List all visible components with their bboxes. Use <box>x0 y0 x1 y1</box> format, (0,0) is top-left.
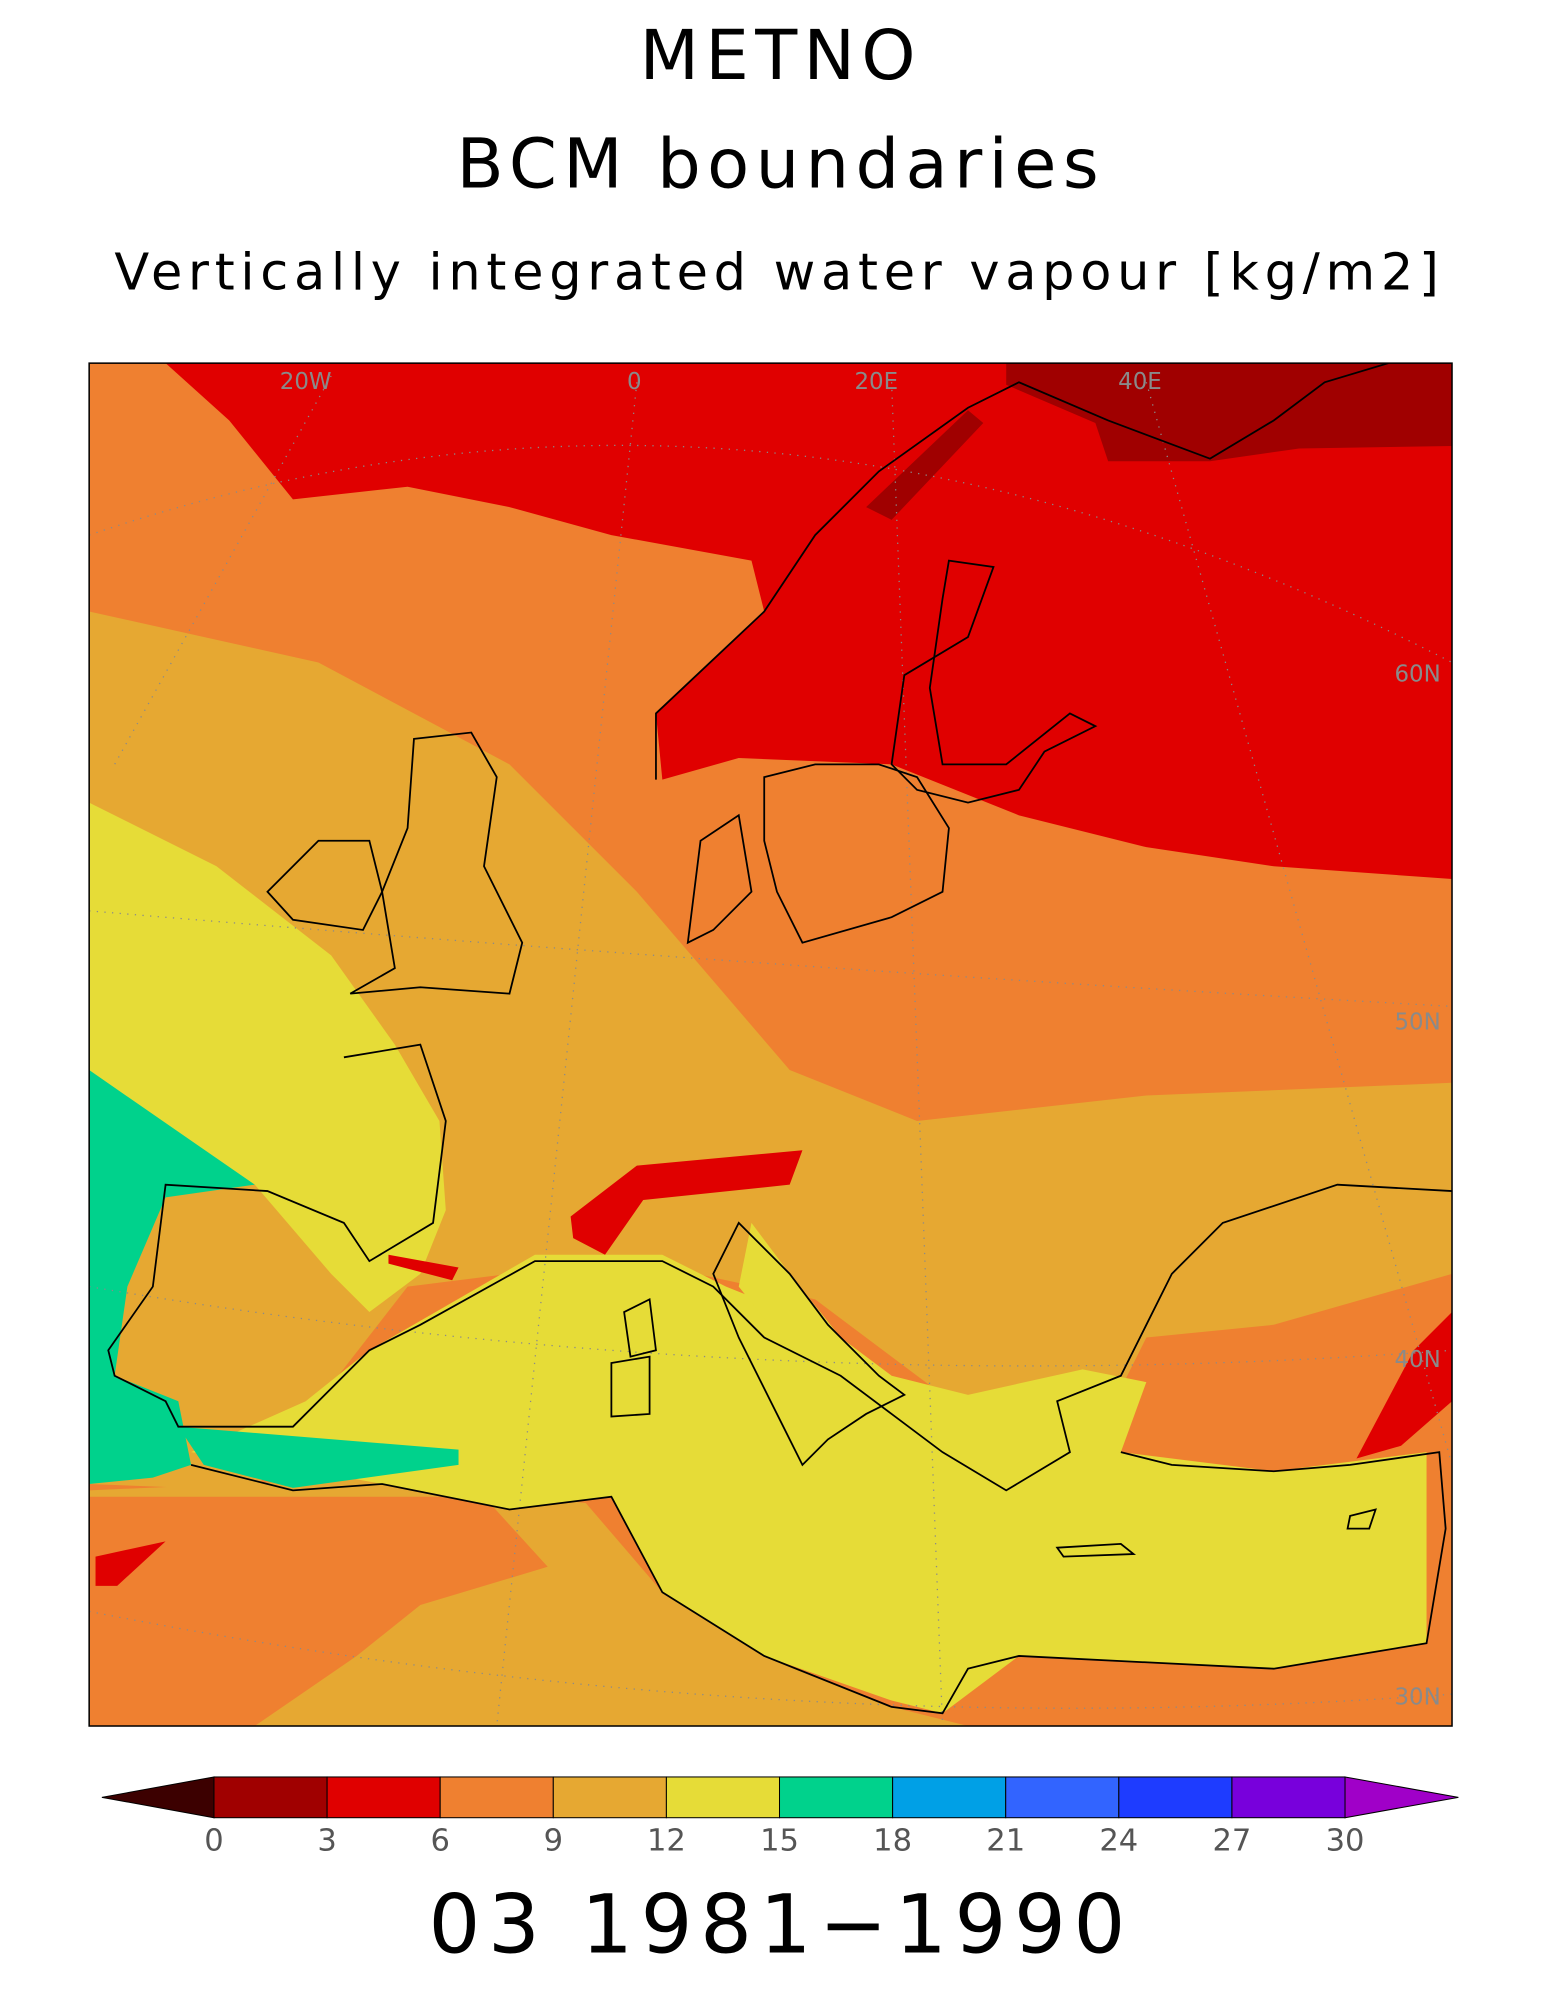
colorbar-box <box>778 1776 894 1819</box>
field-region <box>165 363 1453 879</box>
colorbar-tick-label: 15 <box>760 1823 799 1858</box>
field-region <box>738 1222 892 1389</box>
field-region <box>178 1426 459 1488</box>
map-frame <box>88 362 1453 1727</box>
colorbar-box <box>439 1776 554 1819</box>
colorbar-tick-label: 6 <box>430 1823 449 1858</box>
colorbar-under-arrow <box>101 1776 215 1819</box>
colorbar-box <box>665 1776 781 1819</box>
title: METNO <box>640 16 922 96</box>
graticule-label: 40N <box>1394 1347 1440 1373</box>
map <box>89 363 1453 1727</box>
colorbar-box <box>213 1776 328 1819</box>
period-label: 03 1981−1990 <box>429 1877 1133 1972</box>
variable-title: Vertically integrated water vapour [kg/m… <box>114 243 1444 302</box>
field-region <box>89 1496 548 1727</box>
graticule-label: 0 <box>627 369 642 395</box>
graticule-label: 60N <box>1394 662 1440 688</box>
colorbar-tick-label: 12 <box>647 1823 686 1858</box>
colorbar-tick-label: 30 <box>1326 1823 1365 1858</box>
subtitle: BCM boundaries <box>457 124 1106 204</box>
colorbar-tick-label: 0 <box>204 1823 223 1858</box>
colorbar-over-arrow <box>1344 1776 1459 1819</box>
field-region <box>95 1541 166 1586</box>
field-region <box>89 1070 255 1485</box>
colorbar-tick-label: 9 <box>544 1823 563 1858</box>
colorbar: 0 3 6 9 12 15 18 21 24 27 30 <box>101 1776 1459 1858</box>
graticule-label: 20W <box>280 369 332 395</box>
colorbar-tick-label: 18 <box>873 1823 912 1858</box>
colorbar-tick-label: 3 <box>317 1823 336 1858</box>
field-region <box>89 802 446 1313</box>
colorbar-box <box>326 1776 441 1819</box>
field-region <box>388 1254 459 1281</box>
field-region <box>570 1150 803 1255</box>
colorbar-tick-label: 27 <box>1212 1823 1251 1858</box>
colorbar-box <box>552 1776 667 1819</box>
colorbar-tick-label: 24 <box>1099 1823 1138 1858</box>
graticule-label: 50N <box>1394 1009 1440 1035</box>
graticule-label: 20E <box>854 369 898 395</box>
colorbar-box <box>1118 1776 1233 1819</box>
field-region <box>866 410 984 520</box>
graticule-label: 40E <box>1118 369 1162 395</box>
colorbar-box <box>892 1776 1007 1819</box>
graticule-label: 30N <box>1394 1684 1440 1710</box>
colorbar-box <box>1005 1776 1120 1819</box>
field-region <box>191 1254 1427 1714</box>
field-region <box>1006 363 1453 462</box>
field-region <box>1356 1312 1453 1459</box>
graticule-labels: 20W 0 20E 40E 60N 50N 40N 30N <box>280 369 1441 1711</box>
colorbar-box <box>1231 1776 1346 1819</box>
colorbar-tick-label: 21 <box>986 1823 1025 1858</box>
